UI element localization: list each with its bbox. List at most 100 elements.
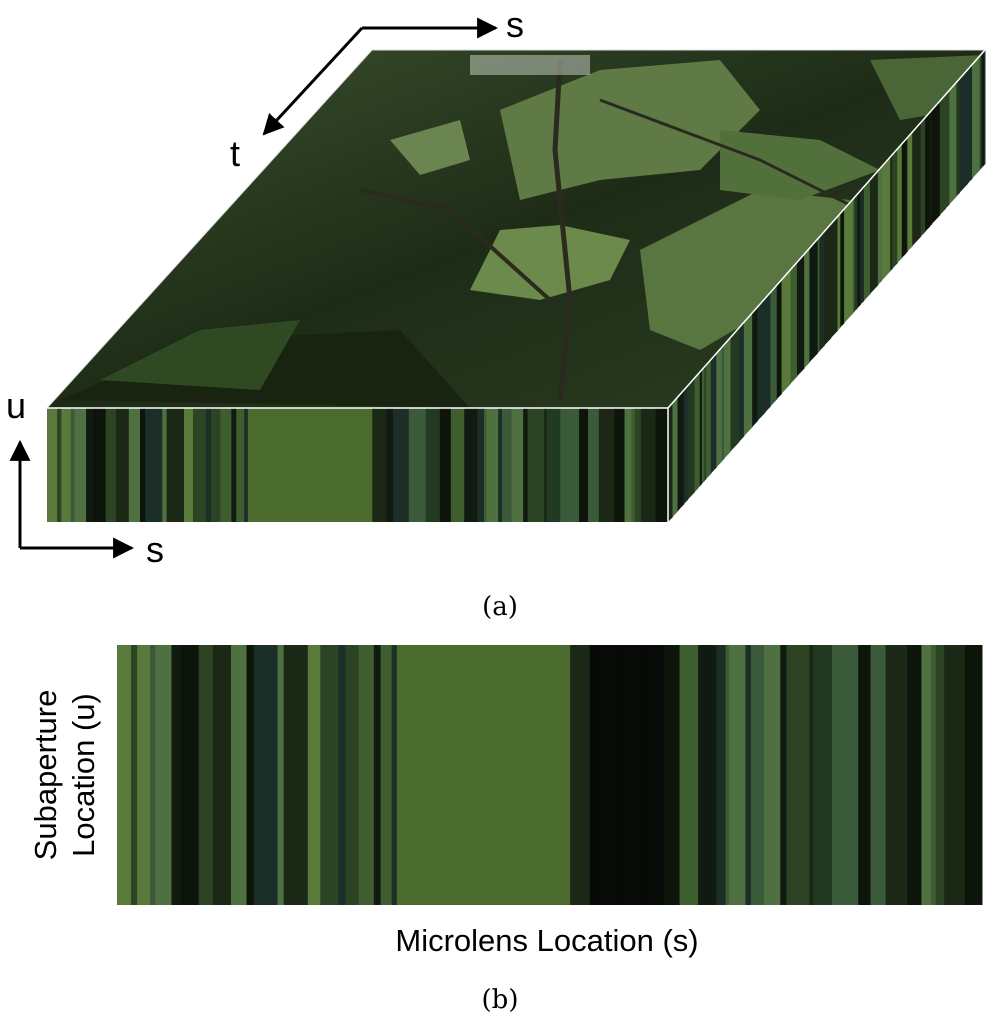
stripe: [480, 645, 499, 905]
stripe: [698, 645, 717, 905]
stripe: [882, 157, 891, 280]
stripe: [475, 645, 480, 905]
stripe: [831, 217, 838, 338]
stripe: [858, 645, 866, 905]
x-axis-label: Microlens Location (s): [395, 923, 698, 958]
stripe: [236, 408, 244, 522]
figure: s t u s (a) Subaperture Location (u) Mic…: [0, 0, 986, 1023]
stripe: [860, 187, 864, 305]
stripe: [765, 292, 771, 412]
stripe: [131, 645, 137, 905]
stripe: [117, 645, 132, 905]
stripe: [284, 645, 309, 905]
stripe: [106, 408, 117, 522]
stripe: [381, 645, 393, 905]
axis-label: s: [146, 529, 164, 570]
stripe: [397, 645, 406, 905]
stripe: [374, 645, 381, 905]
stripe: [308, 645, 321, 905]
stripe: [680, 645, 691, 905]
stripe: [897, 144, 902, 263]
stripe: [857, 191, 861, 309]
stripe: [635, 408, 642, 522]
stripe: [864, 180, 871, 301]
stripe: [145, 408, 163, 522]
stripe: [231, 645, 247, 905]
stripe: [356, 408, 366, 522]
stripe: [393, 408, 409, 522]
stripe: [865, 645, 871, 905]
stripe: [307, 408, 321, 522]
stripe: [254, 408, 264, 522]
stripe: [116, 408, 129, 522]
stripe: [907, 645, 922, 905]
stripe: [579, 408, 585, 522]
stripe: [641, 408, 656, 522]
stripe: [244, 408, 248, 522]
caption: (a): [482, 592, 518, 622]
stripe: [945, 90, 950, 209]
stripe: [837, 213, 840, 330]
stripe: [621, 645, 645, 905]
stripe: [672, 397, 678, 517]
stripe: [745, 645, 751, 905]
stripe: [688, 378, 695, 500]
stripe: [972, 56, 980, 179]
stripe: [451, 408, 459, 522]
stripe: [850, 645, 859, 905]
stripe: [809, 645, 813, 905]
stripe: [664, 645, 680, 905]
stripe: [74, 408, 86, 522]
stripe: [956, 79, 960, 196]
stripe: [804, 248, 810, 368]
stripe: [921, 118, 926, 237]
stripe: [690, 645, 699, 905]
stripe: [150, 645, 156, 905]
caption: (b): [482, 985, 519, 1015]
stripe: [347, 408, 357, 522]
stripe: [716, 645, 726, 905]
stripe: [959, 69, 968, 192]
stripe: [739, 322, 744, 442]
stripe: [338, 408, 348, 522]
stripe: [729, 645, 746, 905]
stripe: [711, 353, 717, 473]
stripe: [392, 645, 398, 905]
stripe: [902, 140, 906, 258]
stripe: [436, 645, 456, 905]
stripe: [366, 408, 373, 522]
stripe: [544, 408, 547, 522]
stripe: [86, 408, 93, 522]
stripe: [547, 408, 561, 522]
stripe: [419, 645, 436, 905]
stripe: [528, 408, 545, 522]
stripe: [590, 645, 600, 905]
stripe: [599, 645, 622, 905]
stripe: [372, 408, 387, 522]
stripe: [588, 408, 599, 522]
stripe: [968, 65, 973, 184]
stripe: [871, 645, 887, 905]
stripe: [199, 645, 214, 905]
stripe: [167, 408, 185, 522]
stripe: [840, 209, 844, 327]
stripe: [464, 408, 478, 522]
stripe: [498, 408, 502, 522]
stripe: [886, 645, 908, 905]
axis-label: t: [230, 133, 240, 174]
stripe: [47, 408, 58, 522]
stripe: [440, 408, 452, 522]
y-axis-label: Subaperture: [28, 690, 63, 861]
stripe: [724, 337, 731, 458]
stripe: [137, 645, 151, 905]
stripe: [405, 645, 419, 905]
stripe: [535, 645, 548, 905]
stripe: [561, 645, 571, 905]
stripe: [276, 408, 291, 522]
stripe: [548, 645, 562, 905]
stripe: [193, 408, 206, 522]
stripe: [731, 328, 740, 452]
stripe: [206, 408, 212, 522]
stripe: [921, 645, 931, 905]
stripe: [320, 645, 338, 905]
